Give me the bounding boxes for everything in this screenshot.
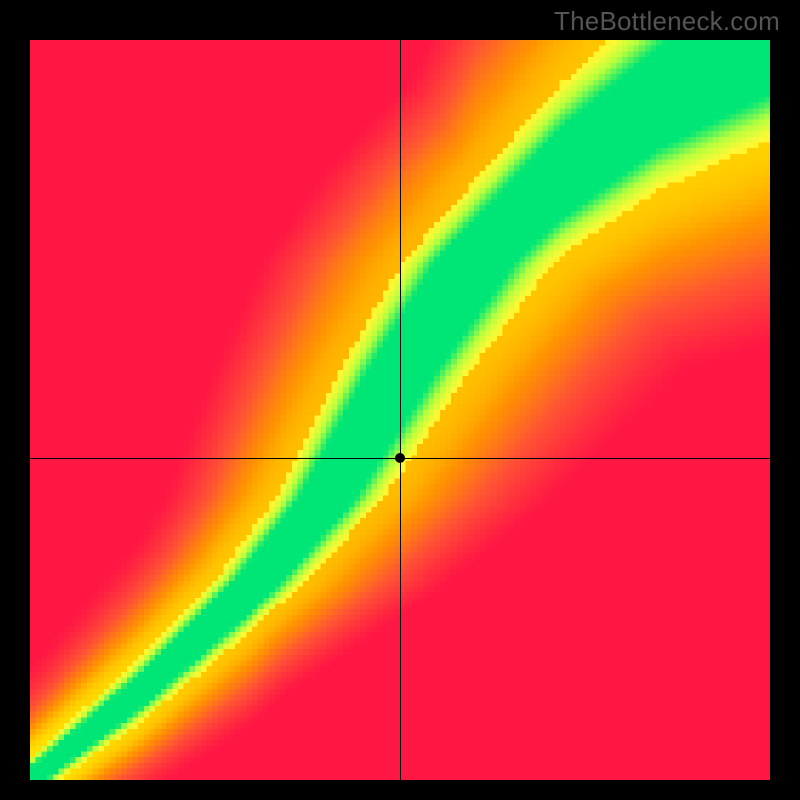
crosshair-vertical [400,40,401,780]
plot-area [30,40,770,780]
watermark-text: TheBottleneck.com [554,6,780,37]
chart-container: TheBottleneck.com [0,0,800,800]
